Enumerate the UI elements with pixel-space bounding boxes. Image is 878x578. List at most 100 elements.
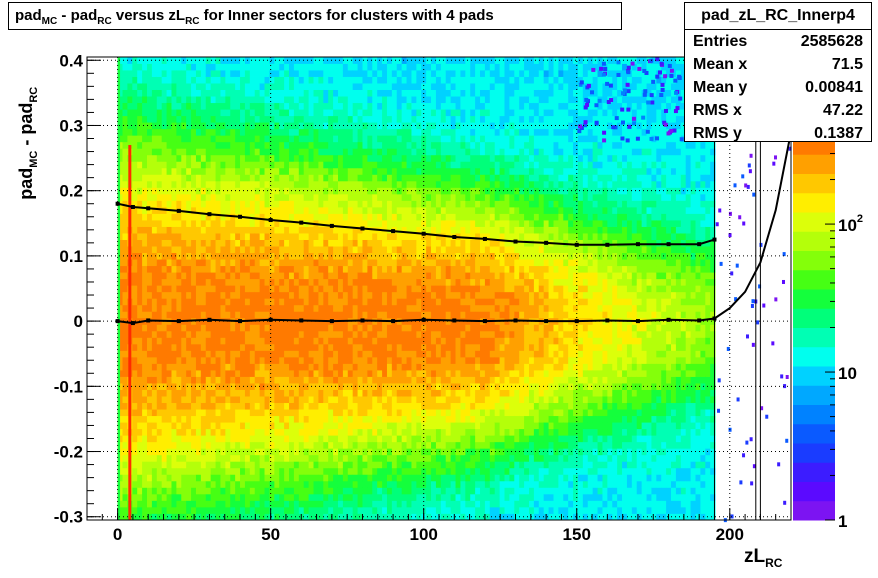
heatmap-cell xyxy=(357,265,363,273)
heatmap-cell xyxy=(352,96,358,104)
heatmap-cell xyxy=(230,265,236,273)
heatmap-cell xyxy=(337,187,344,195)
heatmap-cell xyxy=(249,278,256,286)
heatmap-cell xyxy=(146,167,153,175)
heatmap-cell xyxy=(166,435,172,443)
heatmap-cell xyxy=(323,83,329,90)
heatmap-cell xyxy=(293,115,300,123)
heatmap-cell xyxy=(357,291,363,299)
heatmap-cell xyxy=(200,89,207,97)
heatmap-cell xyxy=(156,265,163,273)
heatmap-cell xyxy=(303,70,310,77)
heatmap-cell xyxy=(146,63,153,71)
heatmap-cell xyxy=(225,128,231,136)
heatmap-cell xyxy=(455,435,461,443)
heatmap-cell xyxy=(122,161,128,169)
heatmap-cell xyxy=(401,435,407,443)
heatmap-cell xyxy=(352,356,358,364)
heatmap-cell xyxy=(210,180,216,188)
heatmap-cell xyxy=(445,324,452,332)
heatmap-cell xyxy=(146,337,153,345)
heatmap-cell xyxy=(293,161,300,169)
heatmap-cell xyxy=(254,441,261,449)
heatmap-cell xyxy=(426,148,432,156)
heatmap-cell xyxy=(347,396,354,404)
heatmap-cell xyxy=(244,76,251,84)
heatmap-cell xyxy=(342,441,349,449)
heatmap-cell xyxy=(445,487,452,495)
heatmap-cell xyxy=(303,298,310,306)
heatmap-cell xyxy=(362,383,368,390)
heatmap-cell xyxy=(328,57,334,64)
heatmap-cell xyxy=(293,76,300,84)
heatmap-cell xyxy=(435,206,442,214)
heatmap-cell xyxy=(127,57,133,64)
heatmap-cell xyxy=(401,206,407,214)
heatmap-cell xyxy=(205,383,212,390)
heatmap-cell xyxy=(357,206,363,214)
heatmap-cell xyxy=(225,89,231,97)
heatmap-cell xyxy=(146,396,153,404)
heatmap-cell xyxy=(313,122,319,130)
heatmap-cell xyxy=(357,89,363,97)
heatmap-cell xyxy=(289,298,295,306)
heatmap-cell xyxy=(122,415,128,423)
heatmap-cell xyxy=(323,115,329,123)
heatmap-cell xyxy=(137,441,143,449)
heatmap-cell xyxy=(352,422,358,430)
heatmap-cell xyxy=(225,461,231,469)
heatmap-cell xyxy=(171,259,177,267)
heatmap-cell xyxy=(284,83,290,90)
heatmap-cell xyxy=(181,480,187,488)
heatmap-cell xyxy=(259,200,265,208)
heatmap-cell xyxy=(225,363,231,371)
heatmap-cell xyxy=(323,102,329,110)
heatmap-cell xyxy=(391,324,398,332)
heatmap-cell xyxy=(357,487,363,495)
heatmap-cell xyxy=(396,402,403,410)
heatmap-cell xyxy=(440,441,447,449)
heatmap-cell xyxy=(352,226,358,234)
heatmap-cell xyxy=(372,285,378,293)
heatmap-cell xyxy=(166,383,172,390)
heatmap-cell xyxy=(372,252,378,260)
heatmap-cell xyxy=(191,141,197,149)
heatmap-cell xyxy=(372,167,378,175)
heatmap-cell xyxy=(377,415,383,423)
heatmap-cell xyxy=(249,356,256,364)
heatmap-cell xyxy=(151,187,158,195)
heatmap-cell xyxy=(318,193,324,201)
heatmap-cell xyxy=(445,226,452,234)
heatmap-cell xyxy=(298,233,305,240)
heatmap-cell xyxy=(396,115,403,123)
heatmap-cell xyxy=(259,278,265,286)
heatmap-cell xyxy=(431,291,437,299)
heatmap-cell xyxy=(225,141,231,149)
heatmap-cell xyxy=(333,213,339,221)
heatmap-cell xyxy=(132,167,138,175)
heatmap-cell xyxy=(298,389,305,397)
heatmap-cell xyxy=(352,376,358,384)
heatmap-cell xyxy=(156,76,163,84)
heatmap-cell xyxy=(191,220,197,227)
heatmap-cell xyxy=(156,285,163,293)
heatmap-cell xyxy=(357,493,363,501)
heatmap-cell xyxy=(357,96,363,104)
heatmap-cell xyxy=(367,363,373,371)
heatmap-cell xyxy=(171,128,177,136)
heatmap-cell xyxy=(215,467,221,475)
heatmap-cell xyxy=(279,474,285,482)
heatmap-cell xyxy=(161,467,167,475)
heatmap-cell xyxy=(357,311,363,319)
heatmap-cell xyxy=(269,122,275,130)
heatmap-cell xyxy=(386,278,393,286)
heatmap-cell xyxy=(342,422,349,430)
heatmap-cell xyxy=(435,311,442,319)
heatmap-cell xyxy=(186,396,192,404)
heatmap-cell xyxy=(411,461,417,469)
heatmap-cell xyxy=(191,239,197,247)
heatmap-cell xyxy=(142,513,148,521)
heatmap-cell xyxy=(215,311,221,319)
heatmap-cell xyxy=(455,363,461,371)
heatmap-cell xyxy=(176,298,182,306)
